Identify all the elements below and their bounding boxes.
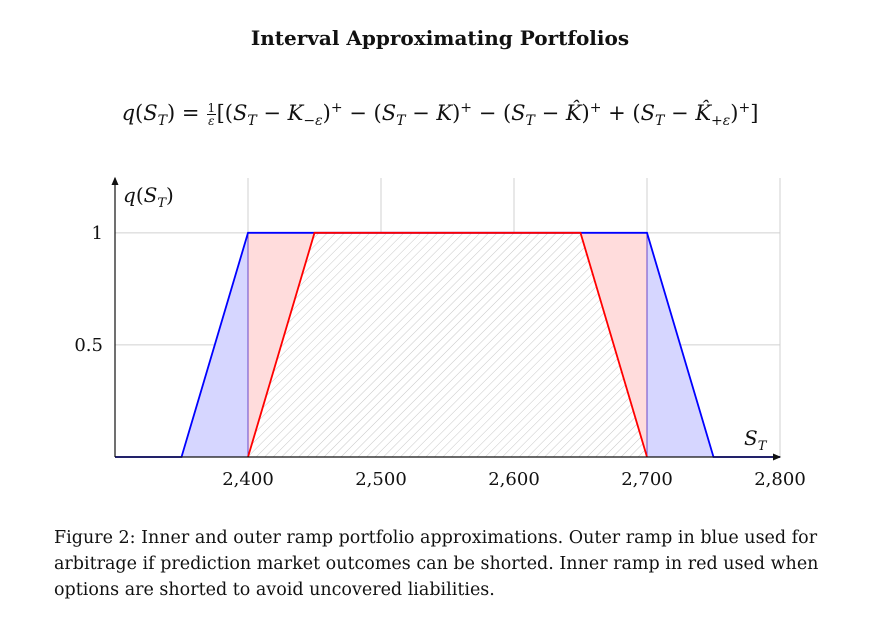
x-tick-label: 2,700	[621, 469, 673, 490]
figure-caption: Figure 2: Inner and outer ramp portfolio…	[54, 528, 819, 600]
formula: q(ST) = 1 ε[(ST − K−ε)+ − (ST − K)+ − (ST…	[121, 100, 759, 130]
x-tick-label: 2,400	[222, 469, 274, 490]
inner-ramp-line	[247, 231, 648, 458]
ramp-chart: 2,400 2,500 2,600 2,700 2,800 0.5 1 q(ST) ST	[74, 176, 806, 490]
hatched-region	[248, 232, 647, 457]
axes	[111, 176, 782, 461]
figure-title: Interval Approximating Portfolios	[250, 26, 630, 50]
x-tick-label: 2,600	[488, 469, 540, 490]
y-tick-label: 1	[92, 223, 103, 244]
x-tick-label: 2,500	[355, 469, 407, 490]
y-axis-label: q(ST)	[123, 183, 174, 211]
tick-labels: 2,400 2,500 2,600 2,700 2,800 0.5 1 q(ST) ST	[74, 183, 805, 490]
fills	[115, 232, 780, 457]
x-tick-label: 2,800	[754, 469, 806, 490]
x-axis-label: ST	[744, 426, 768, 454]
y-tick-label: 0.5	[74, 335, 103, 356]
